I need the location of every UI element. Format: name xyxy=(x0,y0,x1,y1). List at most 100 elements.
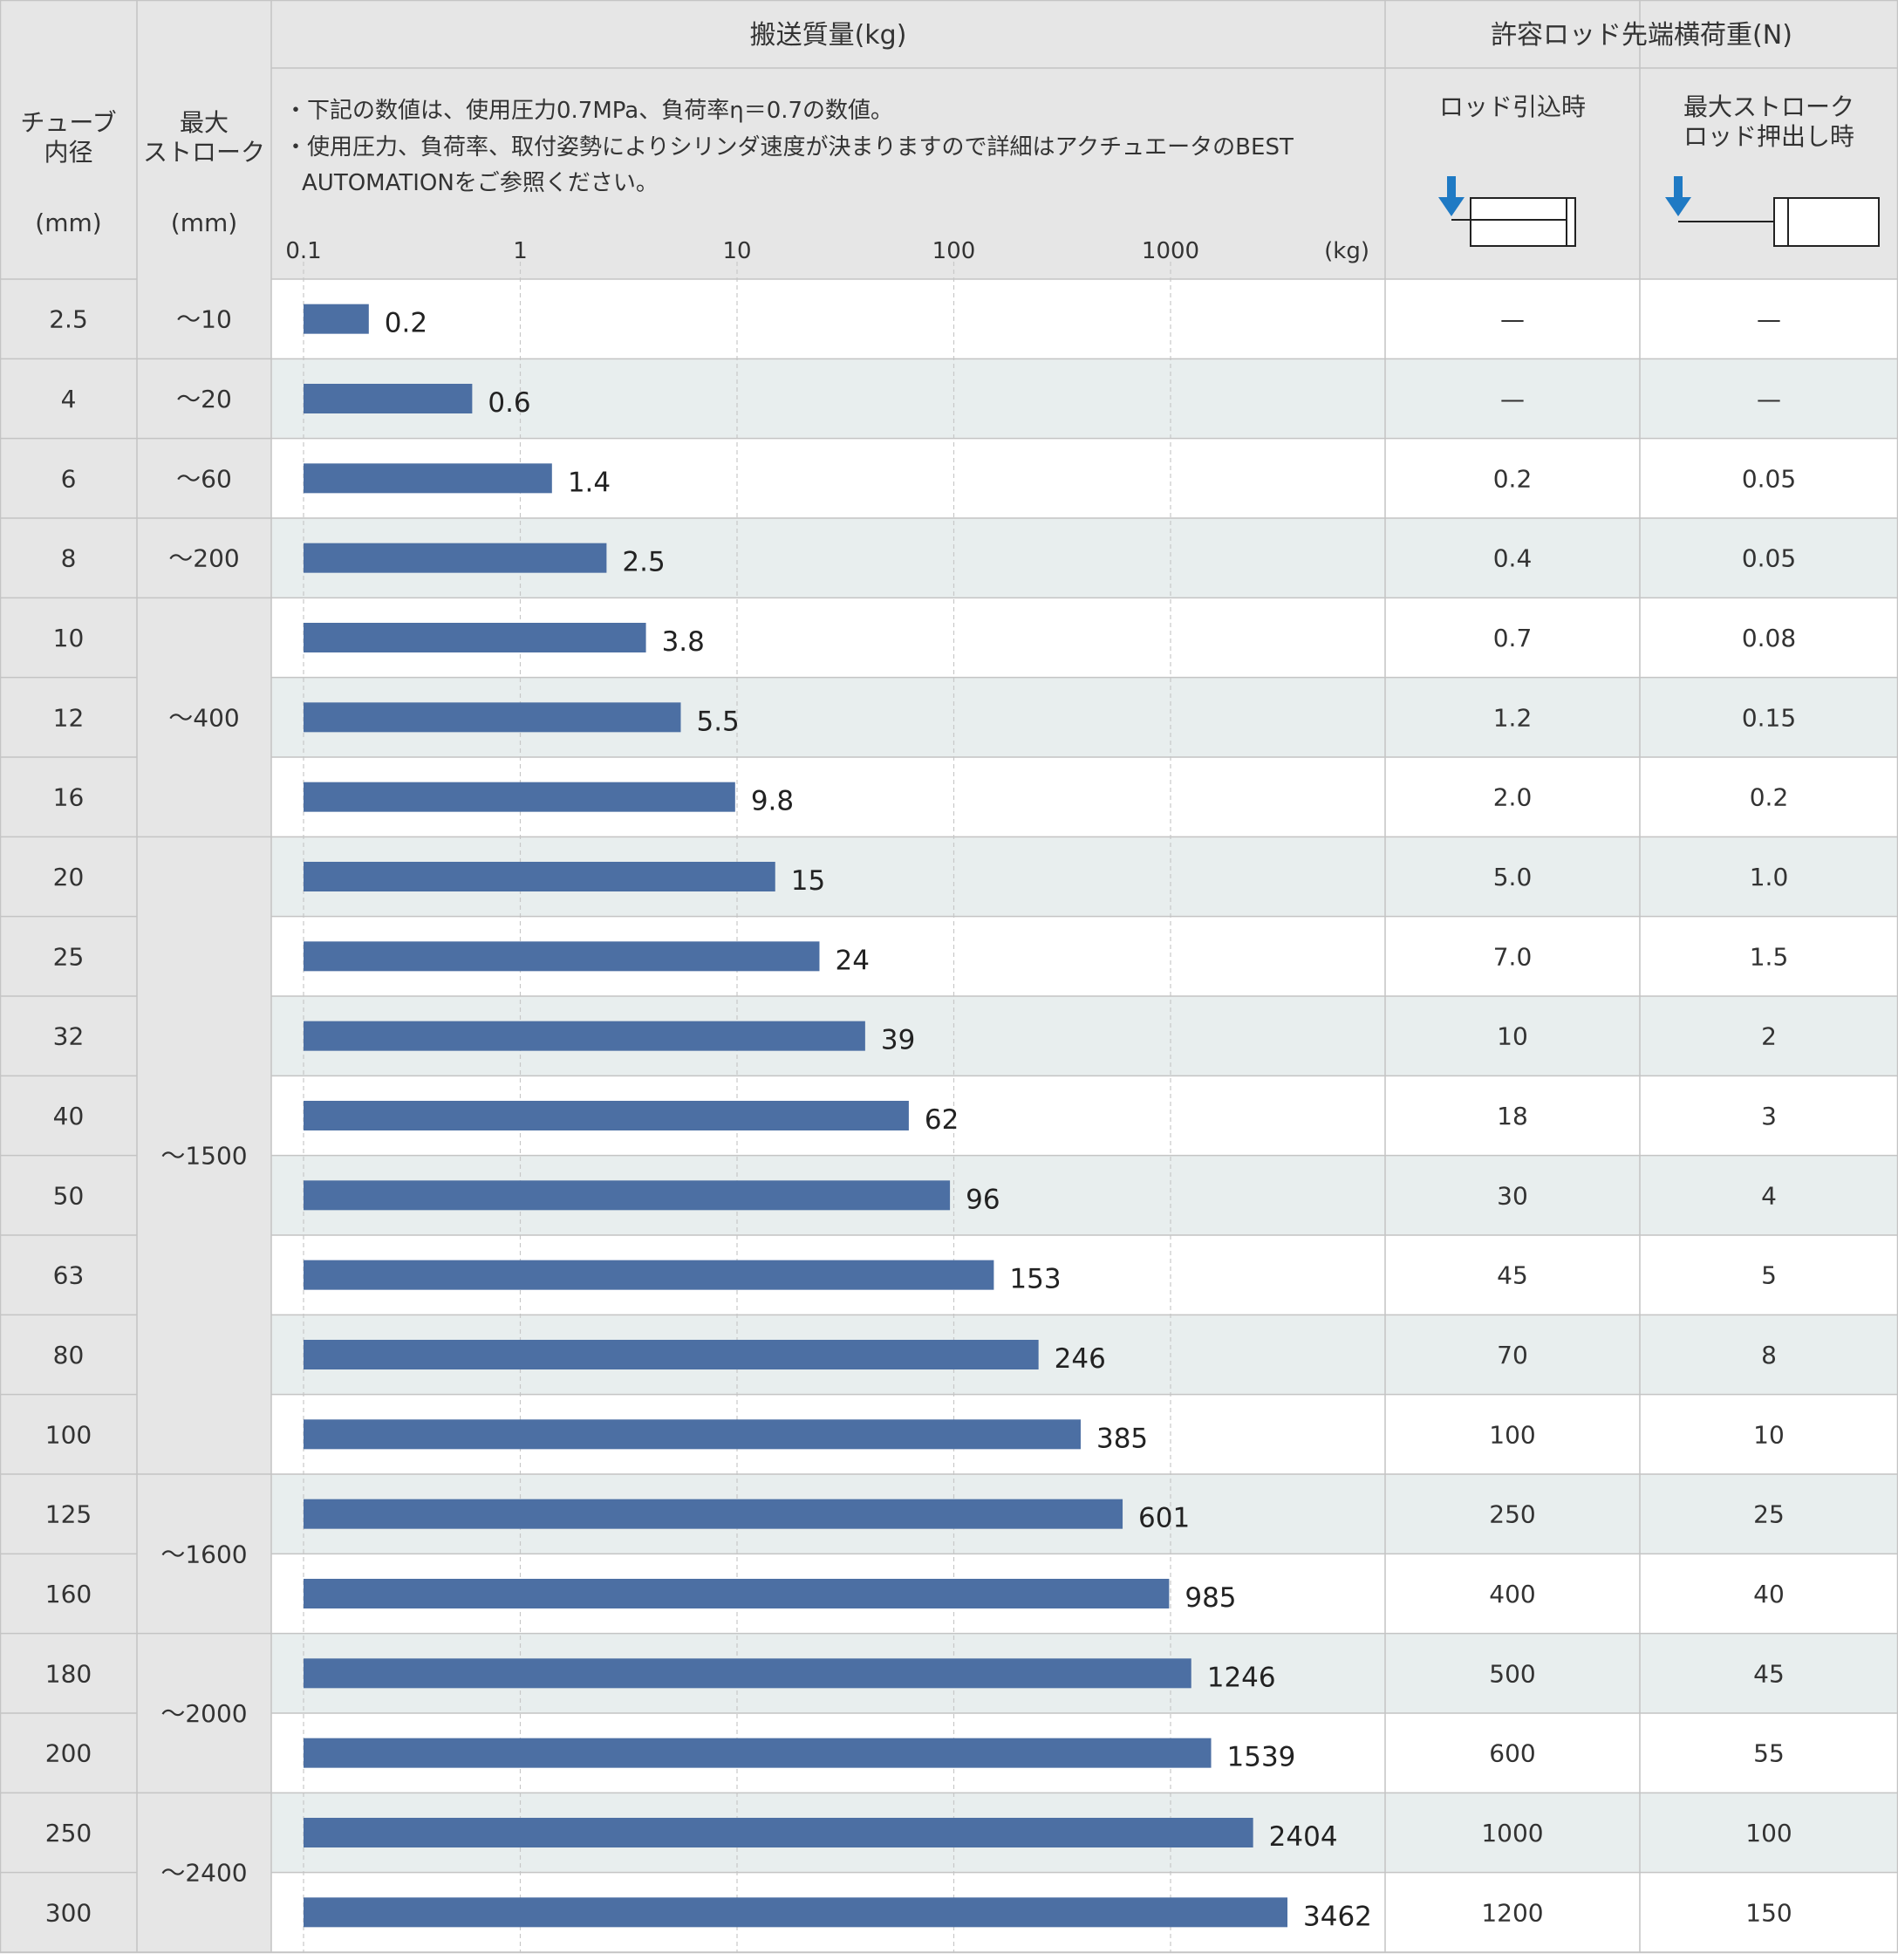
stroke-cell: ～20 xyxy=(176,385,232,413)
extend-load-cell: 1.0 xyxy=(1750,863,1789,891)
note-line-2: ・使用圧力、負荷率、取付姿勢によりシリンダ速度が決まりますので詳細はアクチュエー… xyxy=(284,134,1294,160)
bar xyxy=(304,702,681,733)
arrow-down-icon xyxy=(1665,176,1691,216)
bore-cell: 200 xyxy=(45,1739,92,1768)
row-stripe xyxy=(271,359,1898,439)
extend-load-cell: — xyxy=(1757,305,1781,334)
extend-load-cell: 0.05 xyxy=(1742,544,1796,573)
bar-value-label: 5.5 xyxy=(696,706,739,737)
left-columns-bg xyxy=(0,0,271,1952)
retract-load-cell: 45 xyxy=(1497,1261,1528,1290)
bore-cell: 2.5 xyxy=(49,305,88,334)
bore-cell: 10 xyxy=(53,624,85,652)
extend-load-cell: 2 xyxy=(1761,1022,1777,1051)
retract-load-cell: 600 xyxy=(1489,1739,1535,1768)
note-line-3: AUTOMATIONをご参照ください。 xyxy=(302,170,659,196)
tube-header-line1: チューブ xyxy=(20,108,116,137)
cylinder-extended-icon xyxy=(1678,197,1880,247)
extend-load-cell: 10 xyxy=(1753,1420,1785,1449)
retract-load-cell: 30 xyxy=(1497,1181,1528,1210)
tube-header-unit: (mm) xyxy=(35,208,101,237)
bore-cell: 25 xyxy=(53,942,85,971)
extend-load-cell: 0.05 xyxy=(1742,464,1796,493)
bar-value-label: 39 xyxy=(881,1025,915,1056)
note-line-1: ・下記の数値は、使用圧力0.7MPa、負荷率η＝0.7の数値。 xyxy=(284,98,893,124)
retract-load-cell: 2.0 xyxy=(1493,783,1533,812)
retract-load-cell: 1.2 xyxy=(1493,703,1533,732)
bar xyxy=(304,782,735,812)
bore-cell: 6 xyxy=(61,464,77,493)
x-tick-label: 100 xyxy=(932,238,976,264)
x-tick-label: 0.1 xyxy=(285,238,321,264)
extend-load-cell: 8 xyxy=(1761,1341,1777,1369)
bore-cell: 50 xyxy=(53,1181,85,1210)
bar-value-label: 9.8 xyxy=(751,786,794,817)
bar xyxy=(304,1021,865,1051)
bar-value-label: 15 xyxy=(791,865,825,897)
bore-cell: 63 xyxy=(53,1261,85,1290)
bar-value-label: 62 xyxy=(925,1104,959,1136)
retract-load-cell: 400 xyxy=(1489,1580,1535,1608)
stroke-cell: ～10 xyxy=(176,305,232,334)
bar xyxy=(304,941,820,972)
bore-cell: 40 xyxy=(53,1102,85,1130)
bar-value-label: 1.4 xyxy=(568,467,611,498)
retract-load-cell: 0.4 xyxy=(1493,544,1533,573)
bar xyxy=(304,1340,1039,1369)
bar xyxy=(304,623,646,652)
bar xyxy=(304,304,369,334)
stroke-header-unit: (mm) xyxy=(171,208,237,237)
retract-load-cell: 100 xyxy=(1489,1420,1535,1449)
extend-load-cell: 0.08 xyxy=(1742,624,1796,652)
bar xyxy=(304,1897,1288,1928)
bar-value-label: 2404 xyxy=(1269,1821,1338,1853)
stroke-cell: ～2000 xyxy=(160,1699,247,1728)
bar-value-label: 0.2 xyxy=(385,308,427,339)
bar xyxy=(304,1658,1191,1689)
bar xyxy=(304,1180,951,1211)
extend-load-cell: 150 xyxy=(1745,1898,1792,1927)
header-bg xyxy=(271,0,1898,279)
bar xyxy=(304,1818,1253,1847)
extend-load-cell: 4 xyxy=(1761,1181,1777,1210)
bar xyxy=(304,1579,1170,1608)
extend-load-cell: 3 xyxy=(1761,1102,1777,1130)
bore-cell: 4 xyxy=(61,385,77,413)
x-axis-unit: (kg) xyxy=(1324,238,1369,264)
bore-cell: 80 xyxy=(53,1341,85,1369)
x-tick-label: 1 xyxy=(513,238,528,264)
retract-load-cell: 250 xyxy=(1489,1500,1535,1529)
stroke-cell: ～2400 xyxy=(160,1859,247,1888)
extend-load-cell: 55 xyxy=(1753,1739,1785,1768)
bore-cell: 32 xyxy=(53,1022,85,1051)
bore-cell: 250 xyxy=(45,1819,92,1847)
bar-value-label: 601 xyxy=(1138,1503,1190,1534)
bar-value-label: 246 xyxy=(1055,1343,1106,1375)
bar xyxy=(304,1738,1212,1768)
arrow-down-icon xyxy=(1438,176,1464,216)
extend-load-cell: 45 xyxy=(1753,1659,1785,1688)
bore-cell: 16 xyxy=(53,783,85,812)
stroke-cell: ～60 xyxy=(176,464,232,493)
lateral-extend-header-line2: ロッド押出し時 xyxy=(1683,122,1854,151)
extend-load-cell: 100 xyxy=(1745,1819,1792,1847)
extend-load-cell: 0.15 xyxy=(1742,703,1796,732)
bar xyxy=(304,1499,1123,1529)
retract-load-cell: 500 xyxy=(1489,1659,1535,1688)
stroke-header-line2: ストローク xyxy=(143,138,265,167)
bar-value-label: 153 xyxy=(1009,1264,1061,1295)
bar-value-label: 24 xyxy=(835,945,869,976)
bar xyxy=(304,1101,909,1130)
bar xyxy=(304,862,775,891)
cylinder-retracted-icon xyxy=(1451,197,1576,247)
stroke-cell: ～1500 xyxy=(160,1142,247,1171)
extend-load-cell: 1.5 xyxy=(1750,942,1789,971)
stroke-cell: ～400 xyxy=(168,703,239,732)
retract-load-cell: 10 xyxy=(1497,1022,1528,1051)
extend-load-cell: 40 xyxy=(1753,1580,1785,1608)
retract-load-cell: — xyxy=(1500,305,1525,334)
retract-load-cell: 70 xyxy=(1497,1341,1528,1369)
chart-title: 搬送質量(kg) xyxy=(750,20,907,51)
x-tick-label: 10 xyxy=(722,238,751,264)
